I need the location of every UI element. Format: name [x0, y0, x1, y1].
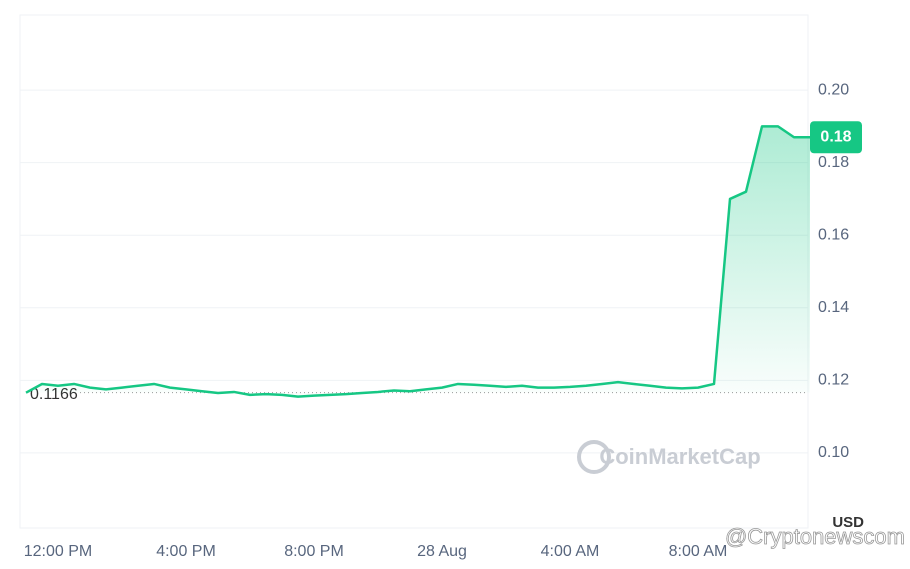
- x-tick-label: 12:00 PM: [24, 543, 92, 560]
- unit-label: USD: [832, 514, 864, 531]
- price-line: [25, 125, 810, 398]
- x-tick-label: 8:00 AM: [669, 543, 728, 560]
- y-tick-label: 0.16: [818, 226, 849, 243]
- y-tick-label: 0.14: [818, 299, 849, 316]
- y-tick-label: 0.12: [818, 372, 849, 389]
- watermark-logo: [577, 440, 611, 474]
- x-tick-label: 4:00 PM: [156, 543, 216, 560]
- y-tick-label: 0.10: [818, 444, 849, 461]
- area: [26, 126, 810, 397]
- current-price-badge: [810, 121, 862, 154]
- watermark: CoinMarketCap: [599, 444, 760, 469]
- credit: @Cryptonewscom: [725, 524, 905, 549]
- current-price-label: 0.18: [820, 128, 851, 145]
- y-tick-label: 0.20: [818, 81, 849, 98]
- x-tick-label: 28 Aug: [417, 543, 467, 560]
- y-tick-label: 0.18: [818, 154, 849, 171]
- x-tick-label: 4:00 AM: [541, 543, 600, 560]
- x-tick-label: 8:00 PM: [284, 543, 344, 560]
